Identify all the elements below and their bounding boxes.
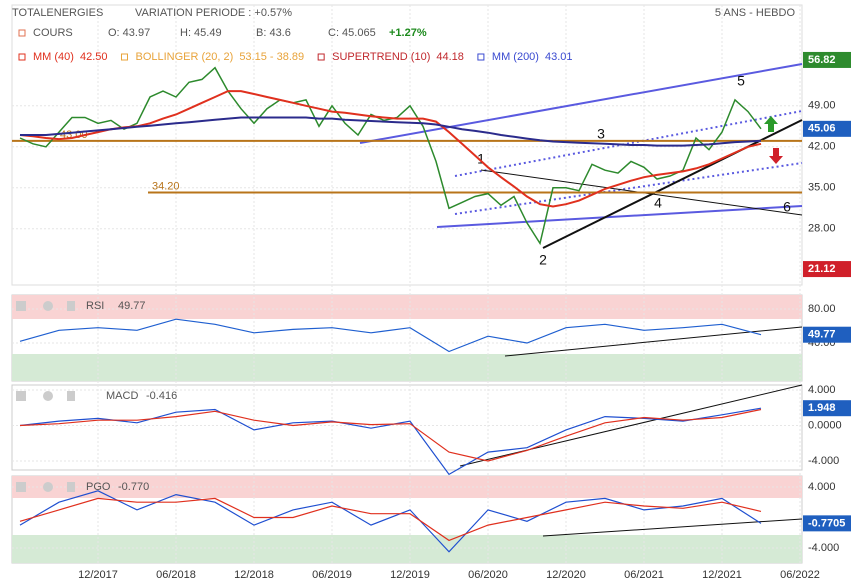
settings-icon [43,301,53,311]
series-line [19,490,762,553]
rsi-overbought-zone [12,295,802,319]
series-line [19,497,762,542]
indicator-value: -0.416 [146,390,177,402]
x-tick-label: 06/2020 [468,569,508,581]
value-box [803,261,851,278]
legend-value: 44.18 [436,51,464,63]
x-tick-label: 06/2018 [156,569,196,581]
legend-label: BOLLINGER (20, 2) [135,51,233,63]
y-tick-label: 42.00 [808,141,836,153]
series-line [20,116,762,147]
value-box [803,120,851,137]
value-box-label: -0.7705 [808,517,845,529]
y-tick-label: 80.00 [808,303,836,315]
quote-high: H: 45.49 [180,27,222,39]
macd-panel [11,384,803,471]
wave-label: 1 [477,151,485,167]
up-arrow [764,116,778,132]
pgo-upper-zone [12,476,802,498]
value-box-label: 45.06 [808,123,836,135]
legend-swatch [120,53,128,61]
value-box-label: 49.77 [808,329,836,341]
close-icon [16,301,26,311]
x-tick-label: 06/2022 [780,569,820,581]
wave-label: 4 [654,195,662,211]
series-line [19,90,762,208]
x-tick-label: 06/2019 [312,569,352,581]
indicator-title: PGO [86,481,111,493]
wave-label: 2 [539,252,547,268]
quote-change: +1.27% [389,27,427,39]
value-box-label: 56.82 [808,54,836,66]
legend-label: MM (40) [33,51,74,63]
x-tick-label: 12/2020 [546,569,586,581]
wave-label: 5 [737,73,745,89]
legend-value: 53.15 - 38.89 [239,51,304,63]
chart-title: TOTALENERGIES [12,7,103,19]
indicator-title: MACD [106,390,138,402]
x-tick-label: 12/2021 [702,569,742,581]
series-line [19,318,762,353]
legend-swatch [317,53,325,61]
y-tick-label: 4.000 [808,481,836,493]
trendline [454,162,803,215]
level-label: 34.20 [152,180,180,192]
quote-close: C: 45.065 [328,27,376,39]
series-line [19,408,762,462]
value-box-label: 21.12 [808,263,836,275]
move-icon [67,391,75,401]
close-icon [16,482,26,492]
x-tick-label: 12/2019 [390,569,430,581]
legend-quote: COURS [33,27,73,39]
main-panel [11,4,803,286]
value-box [803,326,851,343]
legend-label: SUPERTREND (10) [332,51,430,63]
value-box [803,515,851,532]
chart-subtitle: VARIATION PERIODE : +0.57% [135,7,292,19]
legend: MM (40) 42.50 BOLLINGER (20, 2) 53.15 - 38.… [18,51,573,63]
legend-value: 42.50 [80,51,108,63]
x-tick-label: 12/2018 [234,569,274,581]
period: 5 ANS - HEBDO [715,7,796,19]
quote-low: B: 43.6 [256,27,291,39]
legend-swatch [477,53,485,61]
y-tick-label: 35.00 [808,182,836,194]
settings-icon [43,482,53,492]
close-icon [16,391,26,401]
x-tick-label: 06/2021 [624,569,664,581]
indicator-title: RSI [86,300,104,312]
y-tick-label: 49.00 [808,100,836,112]
legend-swatch [18,53,26,61]
indicator-value: -0.770 [118,481,149,493]
indicator-value: 49.77 [118,300,146,312]
legend-value: 43.01 [545,51,573,63]
y-tick-label: 4.000 [808,384,836,396]
wave-label: 6 [783,199,791,215]
move-icon [67,482,75,492]
trendline [359,63,803,144]
trendline [436,205,803,228]
value-box [803,51,851,68]
trendline [454,110,803,177]
value-box-label: 1.948 [808,402,836,414]
background-layer [12,5,802,563]
y-tick-label: -4.000 [808,542,839,554]
y-tick-label: -4.000 [808,455,839,467]
legend-label: MM (200) [492,51,539,63]
y-tick-label: 0.0000 [808,419,842,431]
rsi-oversold-zone [12,354,802,381]
x-tick-label: 12/2017 [78,569,118,581]
y-tick-label: 28.00 [808,223,836,235]
move-icon [67,301,75,311]
quote-open: O: 43.97 [108,27,150,39]
wave-label: 3 [597,126,605,142]
settings-icon [43,391,53,401]
down-arrow [769,148,783,164]
pgo-lower-zone [12,535,802,563]
value-box [803,400,851,417]
legend-icon [18,29,26,37]
